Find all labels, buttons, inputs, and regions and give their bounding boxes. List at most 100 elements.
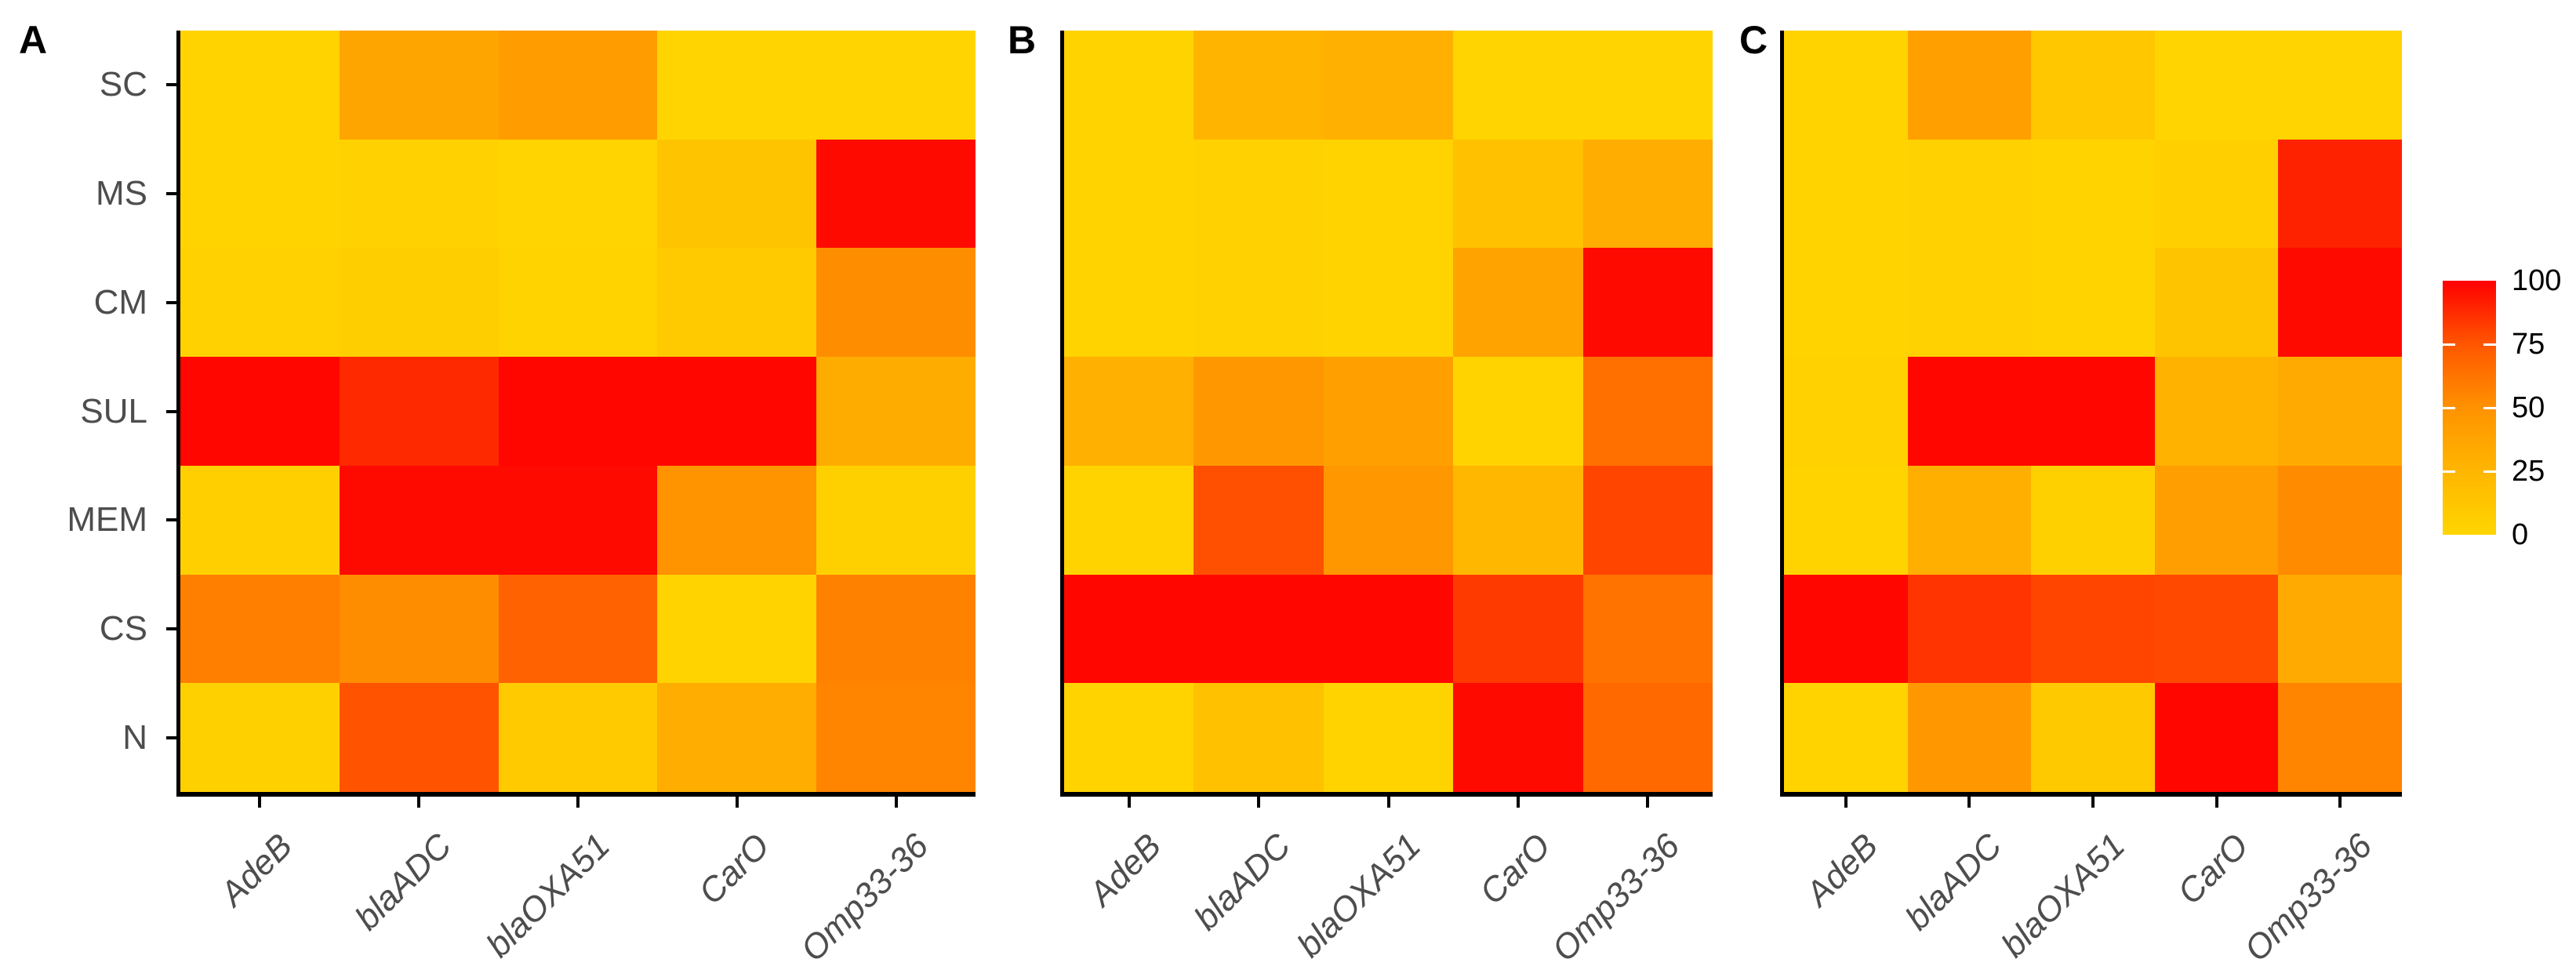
- heatmap-grid-b: [1064, 31, 1713, 792]
- x-tick: [1967, 797, 1971, 808]
- heatmap-cell: [2278, 574, 2402, 685]
- heatmap-cell: [1194, 248, 1324, 358]
- heatmap-cell: [1582, 31, 1713, 140]
- heatmap-cell: [339, 31, 500, 140]
- y-axis-line: [176, 31, 180, 797]
- legend-tick: [2483, 406, 2496, 409]
- heatmap-cell: [1907, 683, 2033, 792]
- heatmap-cell: [2154, 248, 2280, 358]
- heatmap-cell: [2154, 574, 2280, 685]
- heatmap-cell: [339, 465, 500, 576]
- y-axis-line: [1780, 31, 1784, 797]
- heatmap-cell: [1582, 139, 1713, 249]
- heatmap-cell: [498, 139, 659, 249]
- heatmap-cell: [1784, 248, 1909, 358]
- heatmap-cell: [1194, 357, 1324, 467]
- heatmap-cell: [498, 248, 659, 358]
- x-axis-line: [1060, 792, 1713, 797]
- heatmap-cell: [2154, 31, 2280, 140]
- heatmap-cell: [1194, 574, 1324, 685]
- x-tick: [417, 797, 421, 808]
- heatmap-cell: [2278, 357, 2402, 467]
- heatmap-cell: [1064, 574, 1195, 685]
- y-axis-label: N: [122, 717, 147, 757]
- legend-tick: [2443, 343, 2455, 346]
- heatmap-cell: [1064, 465, 1195, 576]
- heatmap-cell: [180, 574, 340, 685]
- heatmap-cell: [1453, 357, 1584, 467]
- y-tick: [166, 627, 176, 630]
- y-tick: [166, 518, 176, 522]
- x-axis-label: blaADC: [347, 826, 459, 938]
- x-axis-label: CarO: [691, 826, 777, 912]
- heatmap-cell: [2154, 465, 2280, 576]
- y-axis-label: MEM: [67, 500, 147, 539]
- heatmap-cell: [1784, 139, 1909, 249]
- heatmap-cell: [657, 574, 818, 685]
- heatmap-cell: [1323, 683, 1455, 792]
- heatmap-cell: [816, 139, 976, 249]
- heatmap-cell: [1453, 683, 1584, 792]
- x-tick: [576, 797, 580, 808]
- heatmap-cell: [816, 574, 976, 685]
- heatmap-cell: [1907, 31, 2033, 140]
- heatmap-cell: [1453, 31, 1584, 140]
- heatmap-cell: [2278, 683, 2402, 792]
- heatmap-cell: [657, 31, 818, 140]
- heatmap-cell: [816, 683, 976, 792]
- panel-label-a: A: [19, 18, 48, 62]
- heatmap-cell: [339, 248, 500, 358]
- panel-label-b: B: [1008, 18, 1037, 62]
- heatmap-cell: [1453, 465, 1584, 576]
- heatmap-cell: [1582, 248, 1713, 358]
- heatmap-cell: [180, 139, 340, 249]
- heatmap-cell: [1323, 574, 1455, 685]
- heatmap-cell: [1784, 683, 1909, 792]
- heatmap-cell: [2278, 31, 2402, 140]
- heatmap-cell: [2031, 139, 2156, 249]
- heatmap-cell: [1064, 248, 1195, 358]
- heatmap-cell: [1064, 357, 1195, 467]
- heatmap-cell: [1453, 574, 1584, 685]
- heatmap-cell: [1784, 31, 1909, 140]
- heatmap-cell: [1582, 465, 1713, 576]
- heatmap-cell: [1064, 139, 1195, 249]
- x-axis-label: blaOXA51: [1994, 826, 2133, 965]
- x-axis-label: Omp33-36: [2237, 826, 2380, 969]
- heatmap-cell: [1453, 139, 1584, 249]
- heatmap-cell: [2154, 357, 2280, 467]
- heatmap-cell: [498, 465, 659, 576]
- heatmap-cell: [2031, 248, 2156, 358]
- heatmap-cell: [1582, 574, 1713, 685]
- x-tick: [1257, 797, 1261, 808]
- x-axis-label: CarO: [2171, 826, 2257, 912]
- heatmap-cell: [1907, 574, 2033, 685]
- x-axis-label: blaADC: [1186, 826, 1299, 938]
- y-axis-label: SC: [99, 65, 147, 104]
- y-axis-label: MS: [96, 174, 147, 213]
- x-axis-label: Omp33-36: [1545, 826, 1688, 969]
- heatmap-cell: [180, 357, 340, 467]
- x-tick: [1646, 797, 1650, 808]
- heatmap-cell: [1784, 465, 1909, 576]
- heatmap-cell: [1582, 683, 1713, 792]
- heatmap-cell: [2154, 139, 2280, 249]
- x-tick: [894, 797, 898, 808]
- x-tick: [1844, 797, 1848, 808]
- y-tick: [166, 192, 176, 196]
- heatmap-cell: [2278, 465, 2402, 576]
- heatmap-cell: [1453, 248, 1584, 358]
- heatmap-cell: [1064, 683, 1195, 792]
- heatmap-cell: [498, 357, 659, 467]
- heatmap-cell: [498, 574, 659, 685]
- heatmap-cell: [816, 357, 976, 467]
- heatmap-cell: [1323, 248, 1455, 358]
- x-tick: [2091, 797, 2095, 808]
- heatmap-cell: [339, 357, 500, 467]
- heatmap-cell: [180, 465, 340, 576]
- x-tick: [1127, 797, 1131, 808]
- heatmap-cell: [657, 357, 818, 467]
- y-axis-label: CS: [99, 608, 147, 648]
- heatmap-grid-a: [180, 31, 976, 792]
- heatmap-cell: [180, 248, 340, 358]
